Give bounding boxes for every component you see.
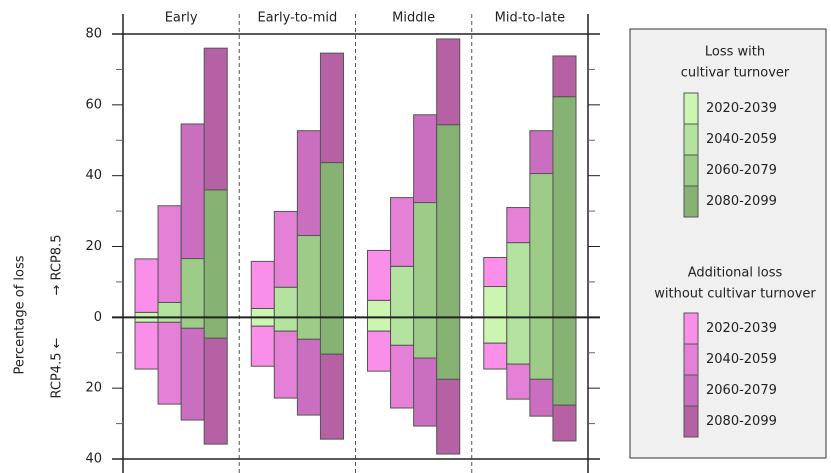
bar-segment: [367, 299, 392, 318]
bar-segment: [296, 316, 321, 340]
bar-segment: [296, 338, 321, 416]
bar-segment: [319, 353, 344, 440]
bar-segment: [552, 96, 577, 318]
bar-segment: [250, 316, 275, 327]
bar-segment: [134, 321, 159, 370]
bar-segment: [483, 286, 508, 318]
bar-segment: [529, 378, 554, 417]
y-axis-label: Percentage of loss: [13, 255, 28, 374]
bar-segment: [180, 327, 205, 421]
legend-swatch: [683, 312, 699, 345]
bar-segment: [273, 316, 298, 332]
bar-segment: [180, 316, 205, 329]
bar-segment: [390, 197, 415, 267]
bar-segment: [506, 242, 531, 318]
bar-segment: [413, 316, 438, 359]
bar-segment: [250, 325, 275, 367]
bar-segment: [367, 316, 392, 332]
bar-segment: [319, 316, 344, 355]
up-label: → RCP8.5: [50, 234, 65, 295]
bar-segment: [319, 52, 344, 164]
bar-segment: [483, 256, 508, 288]
legend-title: Additional loss: [688, 266, 783, 281]
category-label: Early: [165, 11, 198, 26]
legend-swatch: [683, 405, 699, 438]
bar-segment: [436, 38, 461, 126]
y-tick-label: 20: [85, 239, 102, 254]
legend-label: 2040-2059: [706, 132, 777, 147]
bar-segment: [203, 189, 228, 318]
bar-segment: [157, 321, 182, 405]
bar-segment: [203, 47, 228, 191]
legend-title: cultivar turnover: [681, 66, 790, 81]
bar-segment: [273, 210, 298, 288]
bar-segment: [552, 404, 577, 442]
bar-segment: [296, 130, 321, 237]
legend-swatch: [683, 185, 699, 218]
bar-segment: [157, 205, 182, 303]
bar-segment: [203, 316, 228, 339]
bar-segment: [250, 307, 275, 318]
legend-swatch: [683, 92, 699, 125]
legend-label: 2060-2079: [706, 383, 777, 398]
bar-segment: [273, 286, 298, 318]
bar-segment: [506, 363, 531, 400]
bar-segment: [529, 316, 554, 380]
down-label: RCP4.5 ←: [50, 337, 65, 398]
y-tick-label: 40: [85, 452, 102, 467]
bar-segment: [436, 316, 461, 380]
bar-segment: [529, 173, 554, 318]
y-tick-label: 20: [85, 381, 102, 396]
bar-segment: [529, 130, 554, 175]
category-label: Middle: [392, 11, 435, 26]
bar-segment: [390, 316, 415, 346]
bar-segment: [319, 162, 344, 318]
legend-swatch: [683, 343, 699, 376]
bar-segment: [436, 378, 461, 455]
bar-segment: [436, 124, 461, 318]
y-tick-label: 80: [85, 27, 102, 42]
bar-segment: [203, 337, 228, 445]
bar-segment: [134, 258, 159, 313]
bar-segment: [483, 316, 508, 344]
bar-segment: [367, 330, 392, 372]
y-tick-label: 60: [85, 97, 102, 112]
bar-segment: [390, 344, 415, 409]
bar-segment: [273, 330, 298, 399]
legend-label: 2060-2079: [706, 163, 777, 178]
bar-segment: [413, 357, 438, 427]
legend-swatch: [683, 374, 699, 407]
legend-swatch: [683, 123, 699, 156]
legend-label: 2020-2039: [706, 101, 777, 116]
category-label: Early-to-mid: [257, 11, 337, 26]
y-tick-label: 40: [85, 168, 102, 183]
bar-segment: [413, 114, 438, 204]
bar-segment: [552, 55, 577, 98]
y-tick-label: 0: [94, 310, 102, 325]
bar-segment: [506, 207, 531, 244]
legend-swatch: [683, 154, 699, 187]
bar-segment: [180, 258, 205, 318]
bar-segment: [250, 260, 275, 309]
bar-segment: [506, 316, 531, 365]
bar-segment: [367, 249, 392, 301]
bar-segment: [157, 301, 182, 318]
legend-label: 2020-2039: [706, 321, 777, 336]
category-label: Mid-to-late: [495, 11, 565, 26]
bar-segment: [483, 342, 508, 370]
legend-box: [629, 28, 827, 459]
legend-title: without cultivar turnover: [654, 287, 816, 302]
bar-segment: [390, 265, 415, 318]
legend-label: 2040-2059: [706, 352, 777, 367]
bar-segment: [180, 123, 205, 260]
bar-segment: [552, 316, 577, 406]
legend-title: Loss with: [705, 45, 765, 60]
bar-segment: [296, 235, 321, 318]
legend-label: 2080-2099: [706, 194, 777, 209]
legend-label: 2080-2099: [706, 414, 777, 429]
bar-segment: [413, 202, 438, 318]
